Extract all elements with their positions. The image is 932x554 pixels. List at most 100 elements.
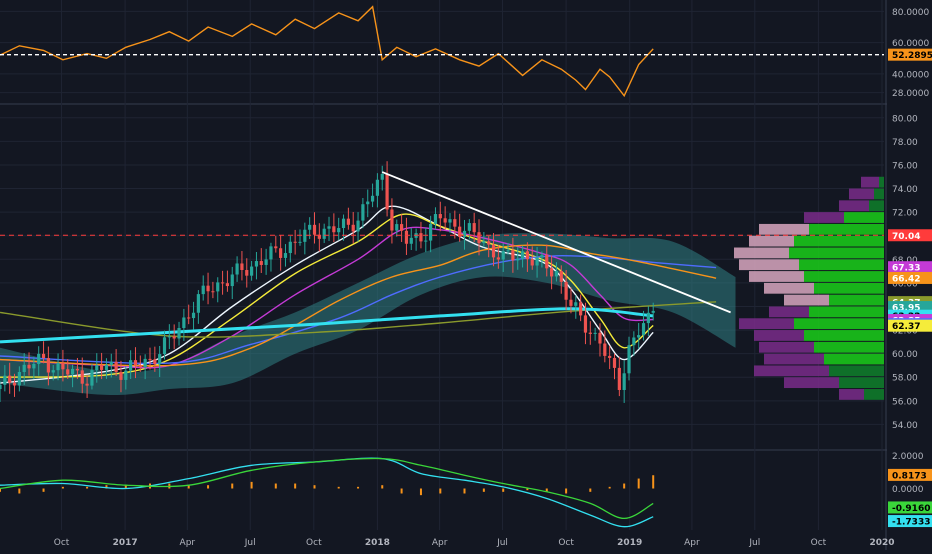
moving-average-line [0,244,717,367]
candle-body [332,226,336,233]
volume-profile-up-bar [844,212,884,223]
rsi-tick-label: 28.0000 [892,89,929,99]
candle-body [298,241,302,243]
volume-profile-down-bar [734,247,789,259]
volume-profile-down-bar [739,318,794,330]
candle-body [41,353,46,359]
candle-body [129,360,133,371]
candle-body [162,337,167,355]
candle-body [506,250,510,252]
price-value-label-bg [888,271,932,284]
price-tick-label: 80.00 [892,114,918,124]
macd-histogram-bar [313,485,316,489]
macd-histogram-bar [623,483,626,489]
time-tick-label: 2019 [617,538,642,548]
candle-body [201,285,205,295]
macd-value-label: -0.9160 [892,504,930,514]
macd-histogram-bar [637,478,640,489]
volume-profile-down-bar [749,235,794,247]
price-value-label: 67.33 [892,264,920,274]
candle-body [496,257,500,260]
candle-body [370,195,375,202]
candle-body [259,261,263,265]
candle-body [206,285,210,292]
volume-profile-down-bar [759,341,814,353]
time-tick-label: Oct [54,538,70,548]
volume-profile-up-bar [824,353,884,365]
candle-body [535,257,539,266]
candle-body [274,246,278,249]
volume-profile-up-bar [794,318,884,330]
macd-histogram-bar [357,486,360,489]
candle-body [380,173,384,180]
volume-profile-up-bar [869,200,884,212]
candle-body [549,268,554,277]
candle-body [211,291,215,293]
macd-histogram-bar [42,488,45,492]
macd-histogram-bar [608,486,611,489]
candle-body [443,218,447,223]
macd-histogram-bar [439,488,442,494]
candle-body [564,281,568,300]
candle-body [579,302,583,316]
candle-body [419,233,423,242]
overlays [0,171,884,314]
price-value-label: 62.37 [892,322,920,332]
volume-profile-down-bar [839,389,864,400]
macd-histogram-bar [274,483,277,489]
price-tick-label: 58.00 [892,374,918,384]
candle-body [51,370,55,373]
candle-body [90,370,94,386]
candle-body [385,173,389,210]
candle-body [351,224,355,232]
candle-body [109,361,113,365]
rsi-last-value-label: 52.2895 [892,51,932,61]
macd-histogram-bar [18,488,21,494]
candle-body [375,179,380,196]
macd-histogram-bar [526,488,529,491]
candle-body [603,343,607,356]
macd-histogram-bar [419,488,422,496]
volume-profile-down-bar [849,188,874,200]
candle-body [637,335,641,338]
price-value-label-bg [888,319,932,332]
volume-profile-up-bar [789,247,884,259]
candle-body [361,204,365,221]
candle-body [346,218,350,225]
candle-body [458,226,462,237]
candle-body [477,232,481,244]
price-tick-label: 66.00 [892,279,918,289]
candle-body [182,317,186,328]
price-value-label-bg [888,229,932,242]
macd-value-label-bg [888,501,932,514]
candle-body [254,261,259,267]
time-tick-label: Oct [811,538,827,548]
candle-body [467,223,471,231]
volume-profile-up-bar [794,235,884,247]
price-tick-label: 54.00 [892,421,918,431]
price-tick-label: 68.00 [892,256,918,266]
macd-tick-label: 0.0000 [892,485,924,495]
price-tick-label: 78.00 [892,138,918,148]
macd-histogram-bar [652,475,655,489]
macd-histogram-bar [105,485,108,489]
candle-body [172,336,176,339]
candle-body [148,358,152,360]
candle-body [187,317,191,319]
candle-body [95,365,99,371]
rsi-tick-label: 80.0000 [892,8,929,18]
time-tick-label: Oct [306,538,322,548]
candle-body [511,250,515,261]
candle-body [491,244,496,258]
volume-profile-down-bar [804,212,844,223]
candle-body [569,299,573,306]
candle-body [196,294,200,313]
volume-profile-up-bar [804,271,884,282]
macd-histogram-bar [207,485,210,489]
rsi-line [0,5,654,98]
candle-body [85,383,89,386]
candle-body [32,363,36,369]
macd-histogram-bar [565,488,568,494]
